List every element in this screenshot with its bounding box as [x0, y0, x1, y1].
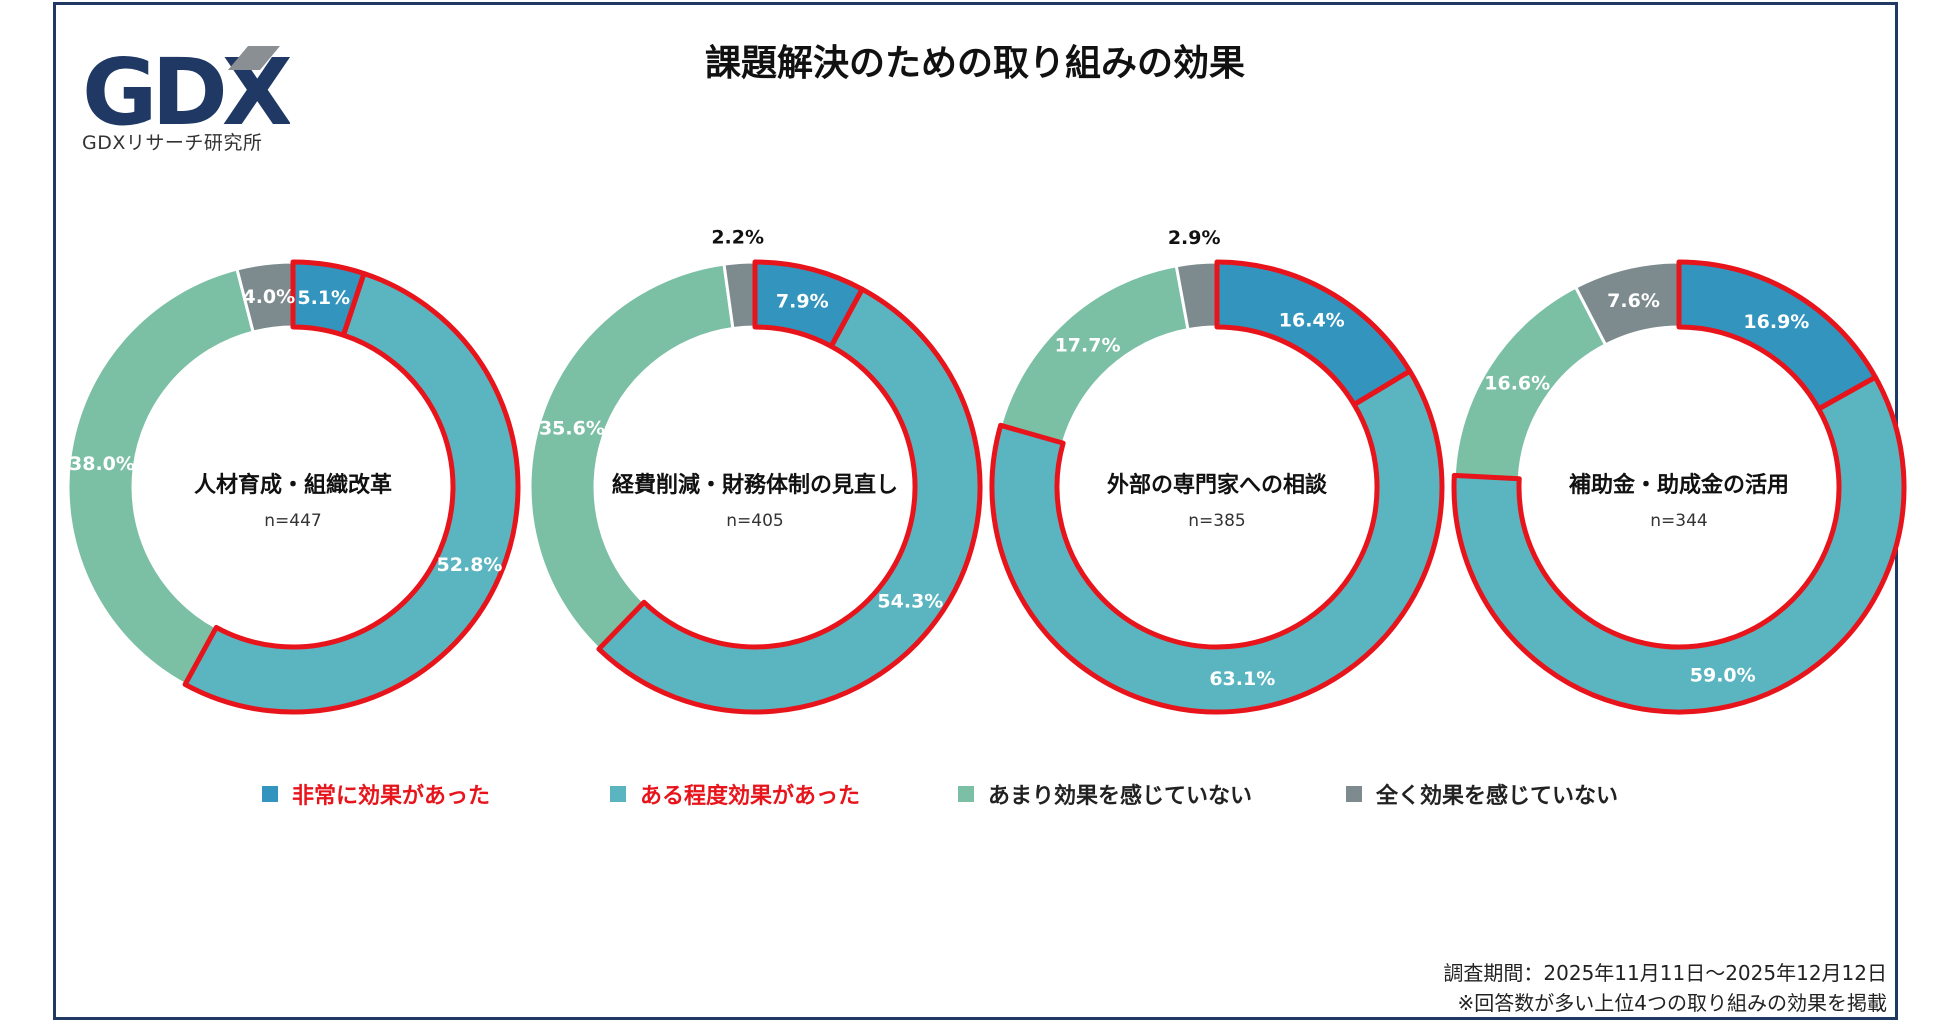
donut-center-label: 経費削減・財務体制の見直し — [612, 472, 898, 498]
legend-label: 非常に効果があった — [292, 784, 491, 809]
data-label: 59.0% — [1690, 664, 1756, 686]
legend-item-not-at-all: 全く効果を感じていない — [1346, 778, 1618, 810]
data-label: 4.0% — [242, 286, 295, 308]
highlight-outline — [989, 368, 1445, 715]
legend-label: ある程度効果があった — [640, 784, 861, 809]
legend-item-very-effective: 非常に効果があった — [262, 778, 490, 810]
donut-charts: 5.1% 52.8% 38.0% 4.0% 人材育成・組織改革 n=447 7.9% 54.3… — [66, 227, 1907, 715]
legend-label: あまり効果を感じていない — [988, 784, 1253, 809]
donut-segment — [528, 262, 735, 652]
data-label: 7.6% — [1607, 290, 1660, 312]
chart-title: 課題解決のための取り組みの効果 — [704, 43, 1245, 84]
data-label: 16.6% — [1484, 373, 1550, 395]
logo-accent-shape — [228, 46, 280, 70]
donut-chart: 5.1% 52.8% 38.0% 4.0% 人材育成・組織改革 n=447 — [66, 259, 521, 715]
legend-item-not-very-effective: あまり効果を感じていない — [958, 778, 1252, 810]
footnote: 調査期間：2025年11月11日〜2025年12月12日 ※回答数が多い上位4つ… — [1443, 958, 1887, 1018]
legend-item-somewhat-effective: ある程度効果があった — [610, 778, 860, 810]
legend-swatch — [1346, 786, 1362, 802]
donut-center-label: 補助金・助成金の活用 — [1568, 472, 1789, 498]
data-label: 54.3% — [877, 591, 943, 613]
donut-center-label: 人材育成・組織改革 — [194, 472, 392, 498]
legend-swatch — [610, 786, 626, 802]
legend-swatch — [958, 786, 974, 802]
donut-segment — [66, 267, 255, 687]
data-label: 63.1% — [1209, 668, 1275, 690]
data-label: 16.9% — [1743, 311, 1809, 333]
sample-size-label: n=385 — [1188, 511, 1245, 531]
data-label: 17.7% — [1055, 335, 1121, 357]
sample-size-label: n=405 — [726, 511, 783, 531]
data-label: 35.6% — [539, 418, 605, 440]
donut-center-label: 外部の専門家への相談 — [1107, 472, 1328, 498]
data-label: 52.8% — [437, 554, 503, 576]
legend-swatch — [262, 786, 278, 802]
highlight-outline — [596, 286, 983, 715]
data-label: 7.9% — [776, 290, 829, 312]
survey-note: ※回答数が多い上位4つの取り組みの効果を掲載 — [1457, 991, 1887, 1015]
logo-subtitle: GDXリサーチ研究所 — [82, 132, 263, 154]
data-label: 16.4% — [1279, 309, 1345, 331]
donut-chart: 7.9% 54.3% 35.6% 2.2% 経費削減・財務体制の見直し n=405 — [528, 227, 983, 715]
data-label: 5.1% — [297, 287, 350, 309]
highlight-outline — [1451, 374, 1907, 715]
data-label: 38.0% — [69, 453, 135, 475]
donut-chart: 16.9% 59.0% 16.6% 7.6% 補助金・助成金の活用 n=344 — [1451, 259, 1907, 715]
data-label: 2.2% — [711, 227, 764, 249]
donut-chart: 16.4% 63.1% 17.7% 2.9% 外部の専門家への相談 n=385 — [989, 227, 1445, 715]
highlight-outline — [182, 270, 521, 715]
gdx-logo: GDX — [82, 39, 290, 146]
survey-period: 調査期間：2025年11月11日〜2025年12月12日 — [1443, 961, 1887, 985]
data-label: 2.9% — [1168, 227, 1221, 249]
sample-size-label: n=447 — [264, 511, 321, 531]
legend-label: 全く効果を感じていない — [1376, 784, 1619, 809]
sample-size-label: n=344 — [1650, 511, 1707, 531]
